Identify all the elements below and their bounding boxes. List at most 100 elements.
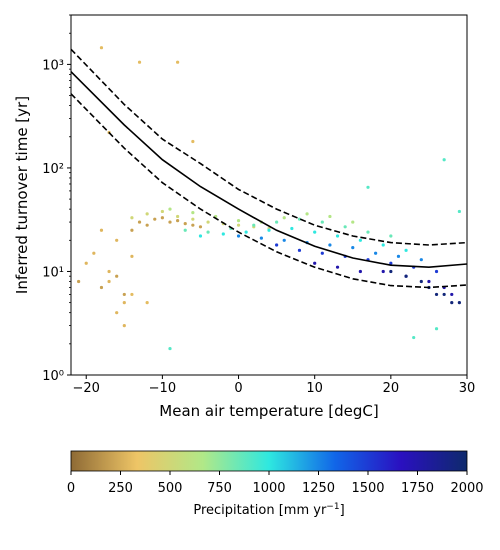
- scatter-point: [434, 292, 439, 297]
- scatter-point: [99, 228, 104, 232]
- scatter-point: [275, 220, 279, 224]
- scatter-point: [130, 216, 134, 220]
- scatter-point: [419, 279, 423, 284]
- colorbar-tick-label: 2000: [450, 481, 483, 496]
- colorbar-tick-label: 0: [67, 481, 75, 496]
- scatter-point: [351, 246, 355, 250]
- x-tick-label: −10: [149, 381, 176, 396]
- scatter-point: [107, 269, 111, 274]
- scatter-point: [450, 292, 454, 297]
- scatter-point: [206, 220, 210, 224]
- scatter-point: [206, 230, 210, 234]
- scatter-point: [389, 234, 393, 238]
- scatter-point: [99, 285, 104, 290]
- y-tick-label: 10³: [42, 58, 64, 73]
- scatter-point: [198, 234, 203, 238]
- colorbar-tick-label: 1250: [302, 481, 335, 496]
- scatter-point: [320, 220, 324, 224]
- colorbar-tick-label: 1750: [401, 481, 434, 496]
- scatter-point: [191, 211, 195, 215]
- scatter-point: [221, 232, 225, 236]
- scatter-point: [115, 274, 119, 278]
- scatter-point: [145, 301, 149, 305]
- scatter-point: [236, 234, 241, 238]
- scatter-point: [168, 207, 172, 211]
- y-tick-label: 10⁰: [42, 369, 64, 384]
- x-axis-ticks: −20 −10 0 10 20 30: [73, 375, 476, 396]
- scatter-point: [122, 324, 126, 328]
- scatter-point: [351, 220, 355, 224]
- scatter-point: [176, 218, 180, 223]
- scatter-point: [236, 218, 241, 223]
- scatter-point: [450, 301, 454, 305]
- scatter-point: [381, 269, 385, 274]
- scatter-point: [160, 216, 164, 220]
- scatter-point: [335, 265, 340, 269]
- fit-lines-layer: [70, 48, 468, 289]
- scatter-point: [374, 251, 378, 255]
- scatter-point: [442, 158, 446, 162]
- scatter-point: [137, 220, 142, 224]
- scatter-point: [290, 226, 294, 231]
- scatter-point: [358, 269, 362, 274]
- colorbar-tick-label: 500: [158, 481, 183, 496]
- y-tick-label: 10²: [42, 162, 64, 177]
- scatter-point: [389, 269, 393, 274]
- x-tick-label: 20: [383, 381, 400, 396]
- scatter-point: [434, 327, 439, 331]
- colorbar-label-prefix: Precipitation [mm yr: [193, 503, 327, 518]
- scatter-point: [389, 261, 393, 265]
- scatter-point: [381, 243, 385, 247]
- scatter-point: [366, 230, 370, 234]
- scatter-point: [130, 228, 134, 232]
- scatter-layer: [77, 46, 461, 351]
- scatter-point: [183, 221, 187, 226]
- scatter-point: [267, 228, 271, 232]
- scatter-point: [427, 279, 431, 284]
- scatter-point: [252, 223, 256, 227]
- colorbar-label-suffix: ]: [340, 503, 345, 518]
- scatter-point: [244, 230, 248, 234]
- scatter-point: [328, 214, 332, 219]
- scatter-point: [282, 238, 286, 242]
- y-axis-label: Inferred turnover time [yr]: [13, 96, 31, 294]
- scatter-point: [457, 301, 461, 305]
- x-tick-label: 10: [306, 381, 323, 396]
- scatter-point: [130, 292, 134, 297]
- y-tick-label: 10¹: [42, 265, 64, 280]
- scatter-point: [313, 261, 317, 265]
- scatter-point: [335, 234, 340, 238]
- fit-line: [70, 71, 468, 269]
- confidence-line: [70, 48, 468, 246]
- x-tick-label: 30: [459, 381, 476, 396]
- scatter-point: [176, 214, 180, 219]
- scatter-point: [168, 220, 172, 224]
- scatter-point: [396, 254, 401, 258]
- plot-frame: [70, 14, 468, 376]
- confidence-line: [70, 93, 468, 289]
- x-tick-label: 0: [234, 381, 242, 396]
- scatter-point: [328, 243, 332, 247]
- colorbar: [70, 450, 468, 472]
- colorbar-label: Precipitation [mm yr−1]: [193, 502, 344, 518]
- colorbar-tick-label: 750: [207, 481, 232, 496]
- scatter-point: [419, 258, 423, 262]
- colorbar-tick-label: 1000: [252, 481, 285, 496]
- scatter-point: [457, 209, 461, 214]
- colorbar-tick-label: 250: [108, 481, 133, 496]
- scatter-point: [282, 216, 286, 220]
- colorbar-label-exponent: −1: [326, 502, 339, 512]
- scatter-point: [183, 228, 187, 232]
- scatter-point: [145, 212, 149, 216]
- scatter-point: [115, 311, 119, 315]
- scatter-point: [412, 335, 416, 340]
- scatter-point: [77, 279, 81, 284]
- scatter-point: [191, 223, 195, 227]
- scatter-point: [358, 238, 362, 242]
- scatter-point: [107, 279, 111, 284]
- scatter-point: [305, 212, 309, 216]
- scatter-point: [313, 230, 317, 234]
- scatter-point: [275, 243, 279, 247]
- scatter-point: [198, 225, 203, 229]
